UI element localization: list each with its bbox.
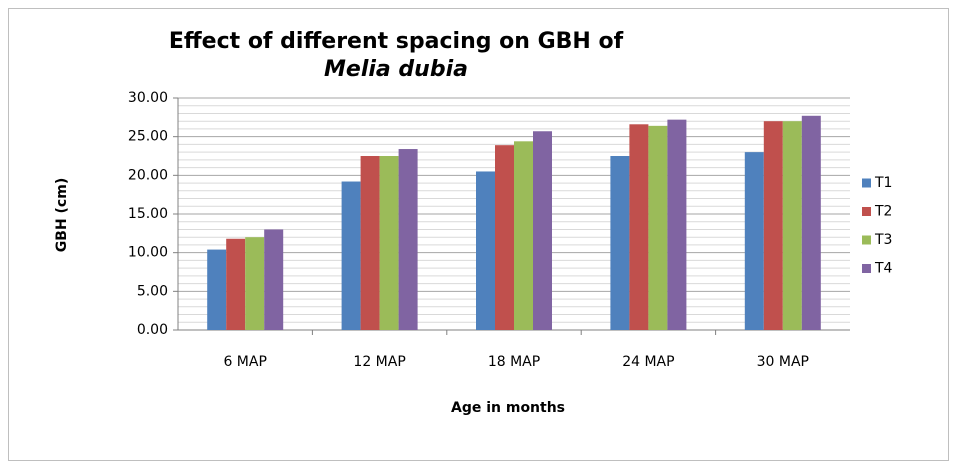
x-tick-label: 24 MAP	[622, 354, 674, 370]
legend-label: T3	[874, 232, 892, 248]
x-tick-label: 12 MAP	[353, 354, 405, 370]
bar	[476, 171, 495, 330]
bar	[398, 149, 418, 330]
legend-swatch	[862, 264, 871, 273]
y-tick-label: 20.00	[128, 167, 168, 183]
bar	[763, 121, 783, 330]
bar	[667, 119, 687, 330]
legend-swatch	[862, 235, 871, 245]
bar	[801, 115, 821, 330]
x-axis-label: Age in months	[451, 400, 565, 416]
bar	[207, 249, 227, 330]
x-tick-label: 18 MAP	[488, 354, 540, 370]
x-tick-label: 6 MAP	[223, 354, 266, 370]
bar	[610, 156, 630, 330]
y-axis-label: GBH (cm)	[54, 178, 70, 252]
y-tick-label: 5.00	[137, 283, 168, 299]
y-tick-label: 10.00	[128, 245, 168, 261]
bar	[379, 156, 399, 330]
chart-title: Melia dubia	[324, 57, 468, 82]
y-tick-label: 15.00	[128, 206, 168, 222]
bar	[341, 181, 361, 330]
bar	[226, 238, 246, 330]
bar	[360, 156, 380, 330]
legend-swatch	[862, 207, 871, 216]
bar	[264, 229, 284, 330]
x-tick-label: 30 MAP	[757, 354, 809, 370]
y-tick-label: 0.00	[137, 322, 168, 338]
bar	[514, 141, 533, 330]
bar	[533, 131, 552, 330]
bar	[629, 124, 649, 330]
y-tick-label: 25.00	[128, 129, 168, 145]
chart-title: Effect of different spacing on GBH of	[169, 29, 624, 54]
legend-swatch	[862, 178, 871, 188]
legend-label: T2	[874, 204, 892, 220]
legend-label: T4	[874, 261, 893, 277]
legend-label: T1	[874, 175, 892, 191]
bar	[245, 237, 265, 330]
bar	[744, 152, 764, 330]
y-tick-label: 30.00	[128, 90, 168, 106]
bar	[648, 125, 668, 330]
bar	[782, 121, 802, 330]
bar	[495, 145, 514, 330]
